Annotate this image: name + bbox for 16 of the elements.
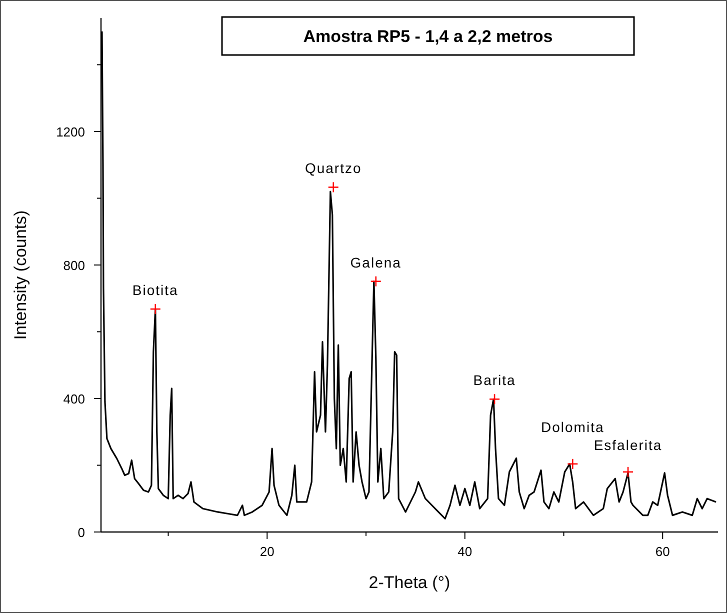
y-tick-label: 400 [63, 391, 85, 406]
annotation: Biotita [132, 282, 178, 298]
y-tick-label: 1200 [56, 124, 85, 140]
x-tick-label: 40 [458, 544, 472, 559]
x-tick-label: 60 [655, 544, 670, 559]
y-tick-label: 0 [78, 525, 85, 540]
annotation: Dolomita [541, 418, 604, 435]
annotation: Galena [350, 254, 402, 270]
annotation: Barita [473, 372, 516, 388]
annotation: Quartzo [304, 160, 362, 176]
y-tick-label: 800 [63, 258, 85, 273]
annotation: Esfalerita [594, 436, 662, 453]
x-axis-title: 2-Theta (°) [368, 573, 450, 592]
text: Amostra RP5 - 1,4 a 2,2 metros [303, 27, 553, 46]
y-axis-title: Intensity (counts) [11, 210, 30, 340]
x-tick-label: 20 [260, 544, 274, 559]
